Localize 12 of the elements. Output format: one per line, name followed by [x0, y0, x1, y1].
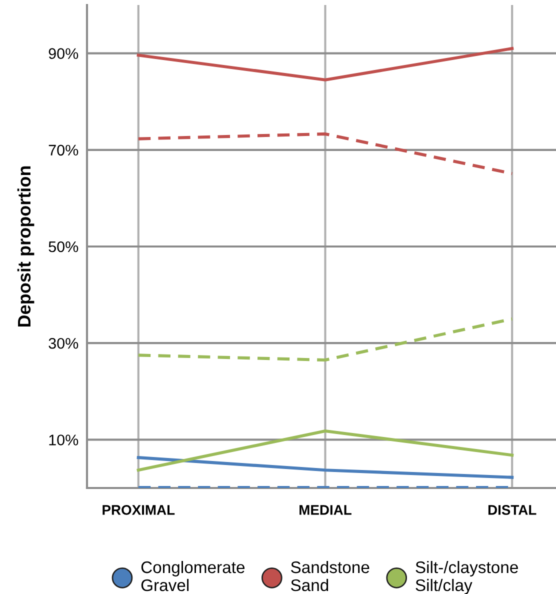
- y-tick-label: 70%: [48, 144, 78, 156]
- legend-label: Sandstone Sand: [291, 560, 370, 592]
- legend-label: Silt-/claystone Silt/clay: [416, 560, 518, 594]
- y-tick-label: 90%: [48, 48, 78, 59]
- y-tick-label: 30%: [48, 338, 78, 349]
- legend-label: Conglomerate Gravel: [141, 560, 245, 592]
- x-tick-label: PROXIMAL: [102, 505, 175, 515]
- y-tick-label: 10%: [49, 434, 78, 446]
- x-tick-label: DISTAL: [488, 505, 536, 515]
- y-tick-label: 50%: [48, 241, 78, 252]
- y-axis-title: Deposit proportion: [17, 166, 34, 327]
- x-tick-label: MEDIAL: [300, 505, 352, 515]
